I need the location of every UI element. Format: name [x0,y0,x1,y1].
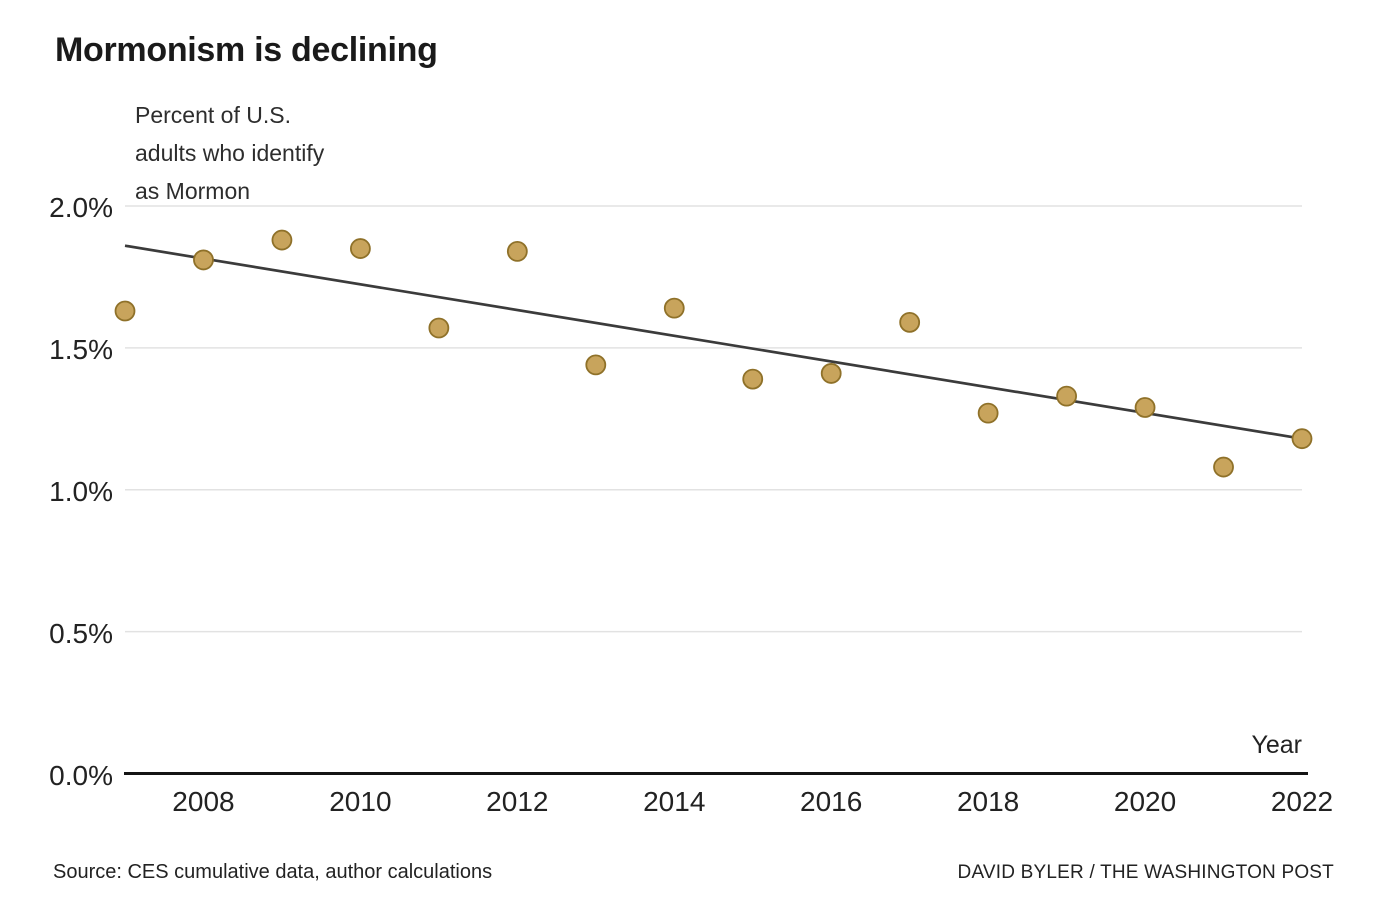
x-axis-title: Year [1251,731,1302,759]
y-tick-label: 1.5% [49,333,113,365]
y-tick-label: 1.0% [49,475,113,507]
x-tick-label: 2016 [800,786,863,817]
data-point [1291,428,1313,450]
data-point [349,238,371,259]
data-point [1134,397,1156,418]
data-point [506,240,528,262]
data-point [193,249,214,271]
data-point [1056,385,1077,407]
chart-subtitle-line: as Mormon [135,178,251,204]
data-point [271,229,293,251]
data-point [663,297,685,319]
chart-title: Mormonism is declining [55,31,438,69]
x-tick-label: 2014 [643,786,706,817]
chart-subtitle-line: adults who identify [135,140,325,166]
x-tick-label: 2020 [1113,786,1177,817]
chart-subtitle-line: Percent of U.S. [135,102,291,128]
x-tick-label: 2012 [486,786,549,817]
data-point [428,317,450,339]
data-point [742,368,764,390]
x-tick-label: 2022 [1270,786,1334,817]
data-point [114,300,136,322]
credit-byline: DAVID BYLER / THE WASHINGTON POST [957,862,1334,883]
data-point [585,354,607,376]
x-tick-label: 2018 [956,786,1020,817]
y-tick-label: 0.5% [49,617,113,649]
x-tick-label: 2010 [329,786,392,817]
chart-subtitle: Percent of U.S. adults who identify as M… [135,96,324,210]
y-tick-label: 2.0% [49,192,113,223]
data-point [899,311,921,333]
source-note: Source: CES cumulative data, author calc… [53,861,493,883]
x-tick-label: 2008 [172,786,235,817]
data-point [820,363,842,384]
data-point [977,402,999,424]
trend-line [124,244,1303,441]
y-tick-label: 0.0% [49,759,113,791]
data-point [1213,456,1234,478]
